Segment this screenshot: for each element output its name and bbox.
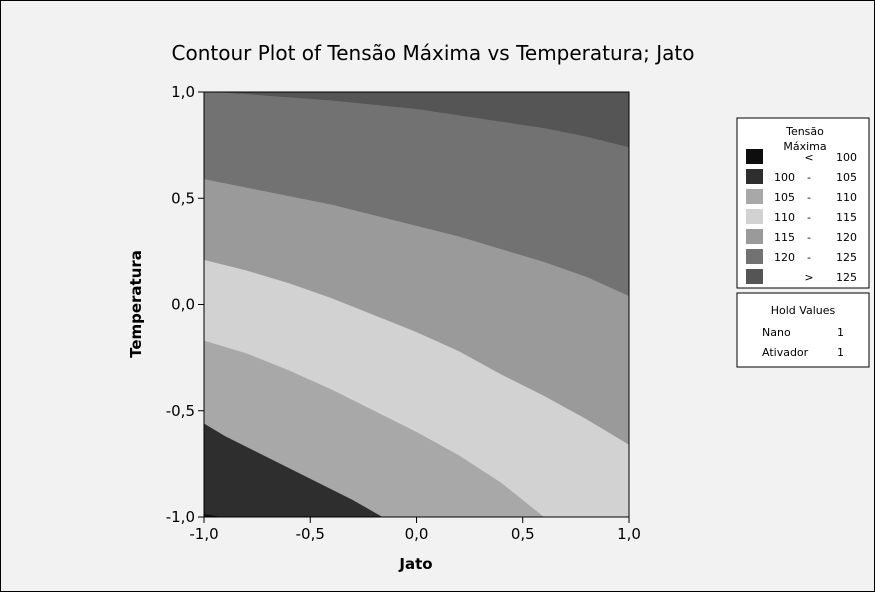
legend-low: 100: [774, 171, 795, 184]
x-tick-label: 1,0: [617, 525, 641, 543]
legend-sep: -: [807, 191, 811, 204]
contour-regions: [204, 92, 629, 517]
legend-title-line1: Tensão: [785, 125, 824, 138]
hold-values-box: Hold Values Nano 1 Ativador 1: [736, 292, 870, 368]
legend-high: 125: [836, 271, 857, 284]
legend-sep: -: [807, 231, 811, 244]
x-tick-label: -0,5: [296, 525, 325, 543]
legend-swatch: [746, 229, 763, 244]
chart-title: Contour Plot of Tensão Máxima vs Tempera…: [172, 41, 695, 65]
legend-swatch: [746, 209, 763, 224]
legend-swatch: [746, 189, 763, 204]
hold-value-number: 1: [837, 346, 844, 359]
legend-swatch: [746, 149, 763, 164]
x-tick-label: -1,0: [189, 525, 218, 543]
hold-value-name: Nano: [762, 326, 791, 339]
legend-low: 115: [774, 231, 795, 244]
legend-high: 105: [836, 171, 857, 184]
legend-swatch: [746, 269, 763, 284]
legend-sep: -: [807, 251, 811, 264]
legend-high: 115: [836, 211, 857, 224]
y-tick-label: 0,5: [171, 189, 195, 207]
contour-band-below-100: [204, 513, 221, 517]
y-axis: -1,0 -0,5 0,0 0,5 1,0: [166, 83, 204, 526]
legend-low: 105: [774, 191, 795, 204]
legend-sep: -: [807, 171, 811, 184]
legend-high: 125: [836, 251, 857, 264]
hold-values-items: Nano 1 Ativador 1: [762, 326, 844, 359]
hold-value-number: 1: [837, 326, 844, 339]
legend-high: 110: [836, 191, 857, 204]
legend-high: 100: [836, 151, 857, 164]
y-tick-label: -1,0: [166, 508, 195, 526]
legend-title-line2: Máxima: [783, 140, 826, 153]
hold-values-title: Hold Values: [771, 304, 836, 317]
y-tick-label: 0,0: [171, 296, 195, 314]
x-tick-label: 0,0: [405, 525, 429, 543]
legend-low: 120: [774, 251, 795, 264]
x-axis: -1,0 -0,5 0,0 0,5 1,0: [189, 517, 641, 543]
hold-value-name: Ativador: [762, 346, 809, 359]
legend-swatch: [746, 169, 763, 184]
y-axis-label: Temperatura: [127, 250, 145, 358]
legend-sep: -: [807, 211, 811, 224]
contour-band-below-105: [204, 423, 383, 517]
x-tick-label: 0,5: [511, 525, 535, 543]
legend: Tensão Máxima <100100-105105-110110-1151…: [736, 117, 870, 289]
x-axis-label: Jato: [398, 555, 432, 573]
legend-swatch: [746, 249, 763, 264]
hold-values-frame: [736, 292, 870, 368]
legend-sep: >: [804, 271, 813, 284]
y-tick-label: -0,5: [166, 402, 195, 420]
legend-sep: <: [804, 151, 813, 164]
legend-low: 110: [774, 211, 795, 224]
legend-items: <100100-105105-110110-115115-120120-125>…: [746, 149, 857, 284]
legend-high: 120: [836, 231, 857, 244]
y-tick-label: 1,0: [171, 83, 195, 101]
